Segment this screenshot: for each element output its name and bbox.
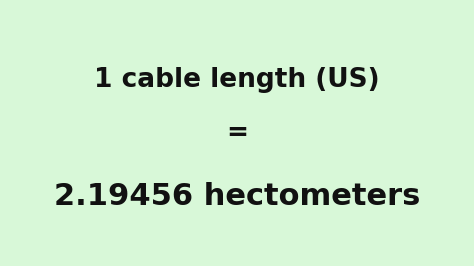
Text: 2.19456 hectometers: 2.19456 hectometers	[54, 182, 420, 211]
Text: 1 cable length (US): 1 cable length (US)	[94, 67, 380, 93]
Text: =: =	[226, 120, 248, 146]
